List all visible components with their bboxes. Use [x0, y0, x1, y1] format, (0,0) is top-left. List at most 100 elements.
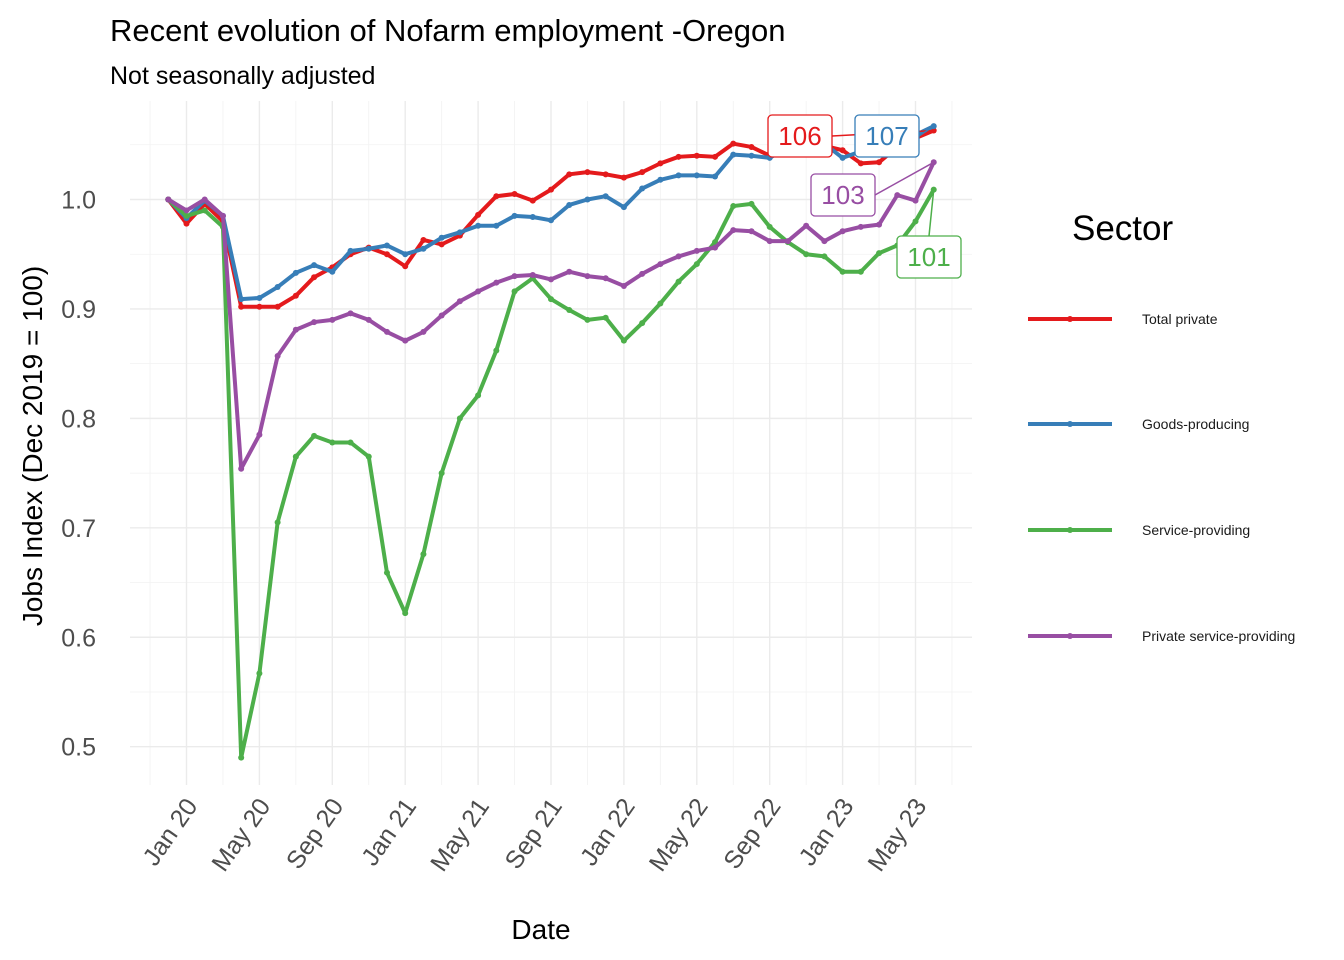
series-point — [383, 251, 390, 258]
x-tick-label: May 21 — [425, 793, 495, 876]
series-point — [730, 203, 737, 210]
series-point — [256, 670, 263, 677]
series-point — [748, 143, 755, 150]
series-point — [821, 238, 828, 245]
series-point — [165, 196, 172, 203]
series-point — [529, 214, 536, 221]
series-point — [876, 159, 883, 166]
legend-key-point — [1067, 527, 1073, 533]
legend-key-point — [1067, 633, 1073, 639]
series-point — [420, 328, 427, 335]
series-point — [311, 319, 318, 326]
series-point — [602, 171, 609, 178]
series-point — [511, 191, 518, 198]
x-tick-label: May 23 — [862, 793, 932, 876]
series-point — [201, 196, 208, 203]
series-point — [292, 453, 299, 460]
series-point — [748, 152, 755, 159]
end-label-text: 101 — [907, 242, 950, 272]
legend-label: Total private — [1142, 311, 1218, 327]
series-point — [402, 610, 409, 617]
series-point — [329, 439, 336, 446]
series-point — [675, 153, 682, 160]
legend-title: Sector — [1072, 209, 1173, 248]
end-label-text: 107 — [865, 121, 908, 151]
y-tick-label: 1.0 — [61, 186, 96, 214]
series-point — [438, 241, 445, 248]
series-point — [511, 273, 518, 280]
series-point — [712, 244, 719, 251]
legend-label: Private service-providing — [1142, 628, 1295, 644]
series-point — [238, 296, 245, 303]
series-point — [548, 217, 554, 224]
series-point — [693, 247, 700, 254]
series-point — [857, 223, 864, 230]
x-tick-label: Jan 21 — [356, 793, 422, 871]
series-point — [183, 212, 190, 219]
series-point — [493, 222, 500, 229]
series-point — [748, 228, 755, 235]
series-point — [365, 316, 372, 323]
y-tick-label: 0.9 — [61, 296, 96, 324]
series-point — [766, 223, 773, 230]
series-point — [839, 147, 846, 154]
series-point — [566, 171, 573, 178]
series-point — [292, 269, 299, 276]
series-point — [748, 200, 755, 207]
legend: Sector Total private Goods-producing Servi… — [1028, 209, 1295, 644]
series-point — [548, 186, 554, 193]
y-tick-label: 0.8 — [61, 405, 96, 433]
end-label-text: 103 — [821, 180, 864, 210]
series-point — [238, 303, 245, 310]
series-point — [329, 316, 336, 323]
series-point — [274, 284, 281, 291]
x-tick-label: Jan 22 — [575, 793, 641, 871]
series-point — [675, 253, 682, 260]
series-point — [238, 754, 245, 761]
legend-label: Goods-producing — [1142, 416, 1249, 432]
series-point — [639, 270, 646, 277]
end-label-box — [810, 173, 876, 217]
series-point — [657, 160, 664, 167]
series-point — [821, 253, 828, 260]
series-point — [584, 169, 591, 176]
y-axis-ticks: 0.5 0.6 0.7 0.8 0.9 1.0 — [61, 186, 96, 761]
series-point — [475, 211, 482, 218]
series-point — [620, 337, 627, 344]
series-point — [201, 207, 208, 214]
series-point — [839, 268, 846, 275]
series-point — [602, 314, 609, 321]
series-point — [912, 218, 919, 225]
series-point — [730, 151, 737, 158]
series-point — [347, 310, 354, 317]
series-point — [329, 268, 336, 275]
series-point — [693, 261, 700, 268]
label-leader — [918, 125, 935, 137]
series-point — [292, 326, 299, 333]
x-tick-label: May 22 — [644, 793, 714, 876]
series-point — [602, 193, 609, 200]
series-point — [438, 470, 445, 477]
series-point — [256, 294, 263, 301]
chart-subtitle: Not seasonally adjusted — [110, 62, 375, 90]
series-point — [766, 238, 773, 245]
legend-items: Total private Goods-producing Service-prov… — [1028, 311, 1295, 644]
series-point — [438, 234, 445, 241]
series-point — [292, 292, 299, 299]
series-point — [475, 222, 482, 229]
series-point — [256, 431, 263, 438]
series-point — [693, 152, 700, 159]
chart-title: Recent evolution of Nofarm employment -O… — [110, 13, 785, 48]
series-point — [657, 300, 664, 307]
legend-label: Service-providing — [1142, 522, 1250, 538]
series-point — [639, 320, 646, 327]
series-point — [602, 275, 609, 282]
series-point — [657, 176, 664, 183]
series-point — [511, 212, 518, 219]
label-leader — [928, 189, 935, 237]
series-point — [839, 154, 846, 161]
series-point — [657, 261, 664, 268]
series-point — [620, 174, 627, 181]
series-point — [383, 242, 390, 249]
series-point — [566, 307, 573, 314]
